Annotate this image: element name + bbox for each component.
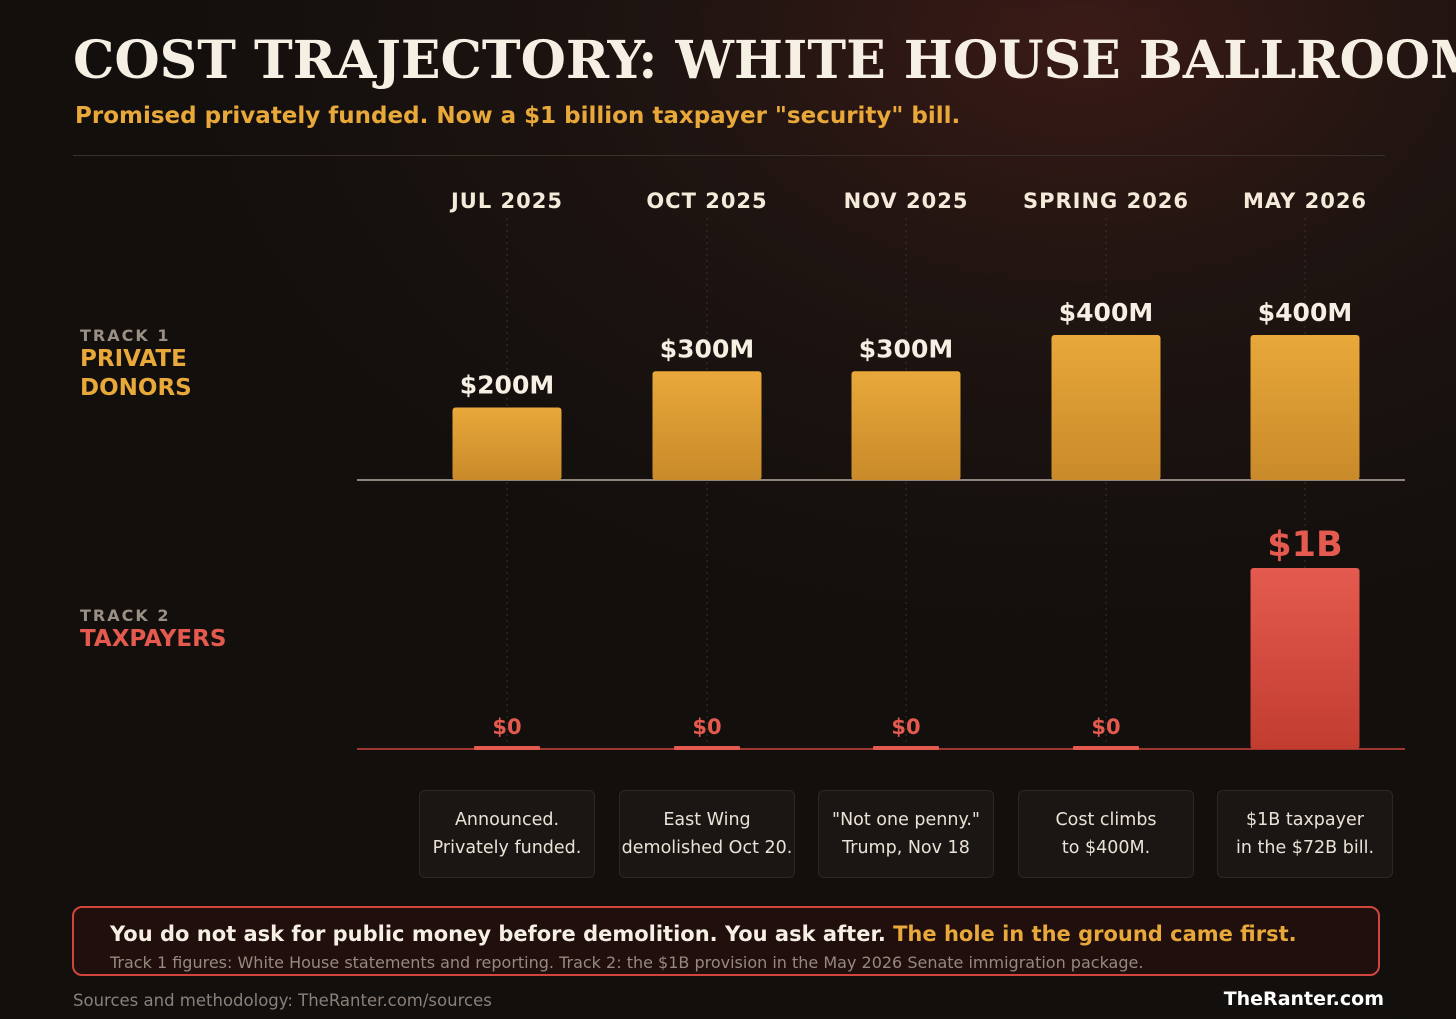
x-tick-label-0: JUL 2025 (449, 189, 563, 213)
x-tick-label-4: MAY 2026 (1243, 189, 1367, 213)
donor-value-label-2: $300M (859, 334, 953, 363)
x-tick-label-3: SPRING 2026 (1023, 189, 1189, 213)
track-1-name-line-1: PRIVATE (80, 346, 187, 372)
taxpayer-value-label-2: $0 (891, 715, 920, 739)
taxpayer-value-label-0: $0 (492, 715, 521, 739)
donor-bar-1 (652, 371, 762, 480)
caption-line-3-1: to $400M. (1061, 838, 1151, 858)
taxpayer-value-label-3: $0 (1091, 715, 1120, 739)
callout-note: Track 1 figures: White House statements … (110, 953, 1144, 972)
caption-box-2: "Not one penny." Trump, Nov 18 (818, 790, 994, 878)
taxpayer-bar-1 (674, 746, 740, 750)
donor-bar-0 (452, 407, 562, 480)
caption-line-0-1: Privately funded. (432, 838, 582, 858)
chart-subtitle: Promised privately funded. Now a $1 bill… (75, 103, 961, 129)
caption-box-4: $1B taxpayer in the $72B bill. (1217, 790, 1393, 878)
donor-value-label-1: $300M (660, 334, 754, 363)
brand-logo-text[interactable]: TheRanter.com (1223, 988, 1384, 1010)
track-2-name: TAXPAYERS (80, 626, 227, 652)
caption-box-0: Announced. Privately funded. (419, 790, 595, 878)
chart-title: COST TRAJECTORY: WHITE HOUSE BALLROOM (73, 30, 1456, 91)
track-1-label: TRACK 1 PRIVATE DONORS (80, 326, 192, 403)
caption-line-1-0: East Wing (663, 810, 751, 830)
caption-text-2: "Not one penny." Trump, Nov 18 (832, 806, 980, 862)
callout-main-text: You do not ask for public money before d… (110, 922, 1297, 946)
donor-bar-2 (851, 371, 961, 480)
taxpayer-bar-3 (1073, 746, 1139, 750)
donor-value-label-4: $400M (1258, 298, 1352, 327)
taxpayer-value-label-1: $0 (692, 715, 721, 739)
caption-box-1: East Wing demolished Oct 20. (619, 790, 795, 878)
caption-text-3: Cost climbs to $400M. (1055, 806, 1156, 862)
track-1-number: TRACK 1 (80, 326, 171, 345)
donor-bar-4 (1250, 335, 1360, 480)
sources-link[interactable]: Sources and methodology: TheRanter.com/s… (73, 991, 492, 1010)
caption-line-2-1: Trump, Nov 18 (842, 838, 970, 858)
track-2-label: TRACK 2 TAXPAYERS (80, 606, 226, 654)
caption-line-0-0: Announced. (454, 810, 560, 830)
callout-highlight: The hole in the ground came first. (893, 922, 1297, 946)
caption-text-1: East Wing demolished Oct 20. (622, 806, 793, 862)
caption-line-3-0: Cost climbs (1055, 810, 1157, 830)
caption-text-4: $1B taxpayer in the $72B bill. (1236, 806, 1374, 862)
track-1-name-line-2: DONORS (80, 375, 192, 401)
taxpayer-value-label-4: $1B (1267, 525, 1342, 565)
x-tick-label-2: NOV 2025 (844, 189, 969, 213)
x-tick-label-1: OCT 2025 (646, 189, 767, 213)
donor-bar-3 (1051, 335, 1161, 480)
taxpayer-bar-4 (1250, 568, 1360, 749)
donor-value-label-0: $200M (460, 371, 554, 400)
callout-box: You do not ask for public money before d… (72, 906, 1380, 976)
header-divider (73, 155, 1385, 156)
taxpayer-bar-2 (873, 746, 939, 750)
donor-value-label-3: $400M (1059, 298, 1153, 327)
track-2-number: TRACK 2 (80, 606, 171, 625)
caption-text-0: Announced. Privately funded. (433, 806, 582, 862)
caption-line-1-1: demolished Oct 20. (621, 838, 793, 858)
caption-box-3: Cost climbs to $400M. (1018, 790, 1194, 878)
caption-line-4-0: $1B taxpayer (1246, 810, 1364, 830)
caption-line-4-1: in the $72B bill. (1235, 838, 1375, 858)
caption-line-2-0: "Not one penny." (832, 810, 980, 830)
callout-statement: You do not ask for public money before d… (110, 922, 886, 946)
taxpayer-bar-0 (474, 746, 540, 750)
